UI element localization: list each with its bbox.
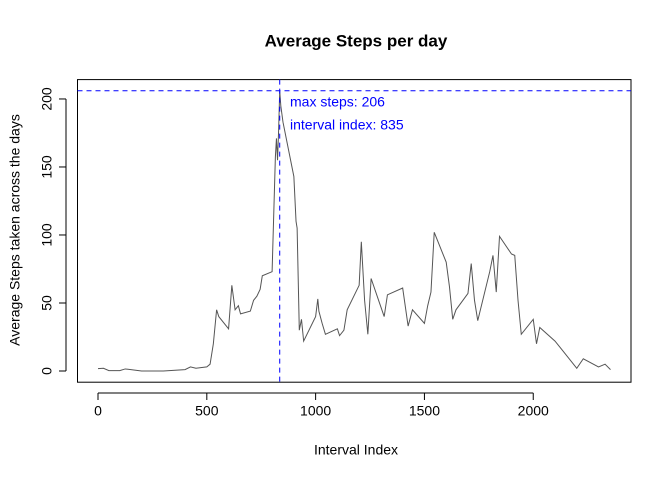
plot-frame [77,79,632,383]
annotation: interval index: 835 [290,117,404,133]
data-line [97,90,611,372]
y-tick-label: 100 [39,223,55,247]
x-tick-label: 1000 [300,403,331,419]
x-axis-label: Interval Index [314,442,398,458]
y-tick-label: 150 [39,155,55,179]
x-tick-label: 0 [94,403,102,419]
x-tick-label: 1500 [409,403,440,419]
y-tick-label: 200 [39,87,55,111]
annotation: max steps: 206 [290,94,385,110]
y-tick-label: 0 [39,367,55,375]
y-tick-label: 50 [39,295,55,311]
chart-title: Average Steps per day [265,31,448,50]
x-tick-label: 2000 [518,403,549,419]
y-axis-label: Average Steps taken across the days [7,114,23,346]
x-tick-label: 500 [195,403,219,419]
